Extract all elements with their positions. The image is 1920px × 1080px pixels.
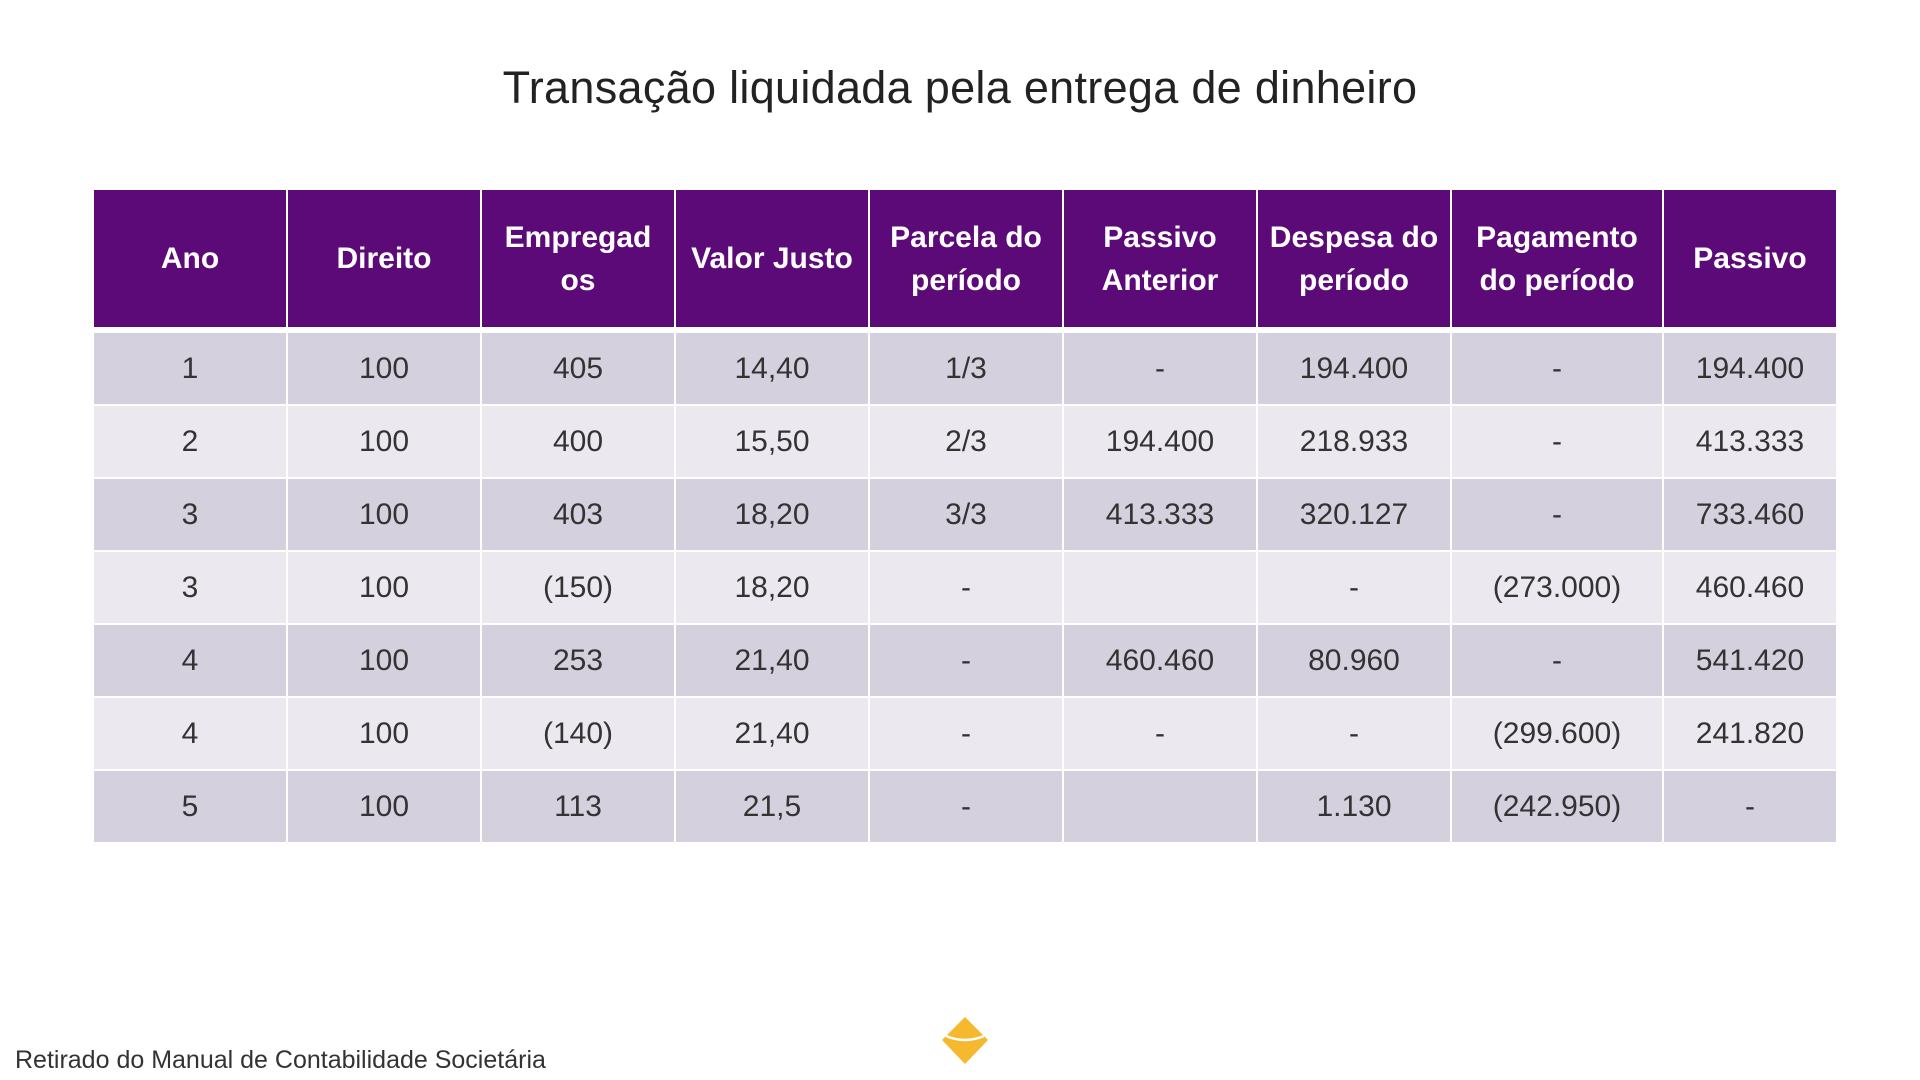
table-cell: - [1452,479,1662,550]
table-cell: (140) [482,698,674,769]
table-cell: 21,40 [676,698,868,769]
table-cell: - [870,552,1062,623]
table-cell: - [870,698,1062,769]
source-note: Retirado do Manual de Contabilidade Soci… [15,1046,546,1074]
table-cell: 100 [288,333,480,404]
table-cell: 4 [94,625,286,696]
table-cell: 413.333 [1664,406,1836,477]
page-title: Transação liquidada pela entrega de dinh… [502,62,1418,113]
table-cell: 733.460 [1664,479,1836,550]
table-cell: 80.960 [1258,625,1450,696]
table-cell: 14,40 [676,333,868,404]
table-cell: 460.460 [1664,552,1836,623]
table-cell: 2 [94,406,286,477]
table-cell [1064,552,1256,623]
table-row: 4 100 253 21,40 - 460.460 80.960 - 541.4… [94,625,1836,696]
table-cell: 3/3 [870,479,1062,550]
table-cell: 18,20 [676,479,868,550]
table-cell: 2/3 [870,406,1062,477]
table-cell: 460.460 [1064,625,1256,696]
table-cell: - [870,771,1062,842]
table-cell: 3 [94,479,286,550]
table-cell: 400 [482,406,674,477]
table-cell: 218.933 [1258,406,1450,477]
table-cell: (242.950) [1452,771,1662,842]
table-cell: 18,20 [676,552,868,623]
table-cell: - [1258,552,1450,623]
table-cell: 4 [94,698,286,769]
yellow-diamond-logo-icon [942,1017,988,1064]
header-passivo: Passivo [1664,190,1836,331]
table-cell: 1.130 [1258,771,1450,842]
table-cell: - [870,625,1062,696]
table-cell: - [1452,406,1662,477]
table-row: 3 100 403 18,20 3/3 413.333 320.127 - 73… [94,479,1836,550]
table-cell: - [1452,333,1662,404]
table-cell: 405 [482,333,674,404]
table-cell: - [1664,771,1836,842]
table-header-row: Ano Direito Empregad os Valor Justo Parc… [94,190,1836,331]
table-cell: 21,5 [676,771,868,842]
header-despesa-do-periodo: Despesa do período [1258,190,1450,331]
table-cell: (150) [482,552,674,623]
table-cell: 100 [288,625,480,696]
data-table: Ano Direito Empregad os Valor Justo Parc… [92,188,1838,844]
table-cell: 413.333 [1064,479,1256,550]
table-cell: 3 [94,552,286,623]
table-cell: - [1258,698,1450,769]
table-cell: - [1064,333,1256,404]
table-row: 2 100 400 15,50 2/3 194.400 218.933 - 41… [94,406,1836,477]
table-cell: 403 [482,479,674,550]
table-cell [1064,771,1256,842]
table-cell: 1/3 [870,333,1062,404]
table-cell: 100 [288,406,480,477]
table-cell: 100 [288,771,480,842]
table-cell: (273.000) [1452,552,1662,623]
header-passivo-anterior: Passivo Anterior [1064,190,1256,331]
table-cell: 241.820 [1664,698,1836,769]
table-cell: 1 [94,333,286,404]
table-cell: (299.600) [1452,698,1662,769]
header-empregados: Empregad os [482,190,674,331]
table-cell: 541.420 [1664,625,1836,696]
table-row: 4 100 (140) 21,40 - - - (299.600) 241.82… [94,698,1836,769]
table-cell: 194.400 [1064,406,1256,477]
header-direito: Direito [288,190,480,331]
table-cell: 320.127 [1258,479,1450,550]
table-row: 5 100 113 21,5 - 1.130 (242.950) - [94,771,1836,842]
table-cell: 100 [288,552,480,623]
header-parcela-do-periodo: Parcela do período [870,190,1062,331]
header-pagamento-do-periodo: Pagamento do período [1452,190,1662,331]
table-cell: 5 [94,771,286,842]
header-valor-justo: Valor Justo [676,190,868,331]
table-cell: 100 [288,479,480,550]
table-cell: - [1064,698,1256,769]
table-cell: 194.400 [1664,333,1836,404]
table-row: 1 100 405 14,40 1/3 - 194.400 - 194.400 [94,333,1836,404]
table-cell: 15,50 [676,406,868,477]
table-cell: - [1452,625,1662,696]
header-ano: Ano [94,190,286,331]
table-cell: 21,40 [676,625,868,696]
table-cell: 194.400 [1258,333,1450,404]
table-cell: 100 [288,698,480,769]
table-cell: 113 [482,771,674,842]
table-row: 3 100 (150) 18,20 - - (273.000) 460.460 [94,552,1836,623]
table-cell: 253 [482,625,674,696]
